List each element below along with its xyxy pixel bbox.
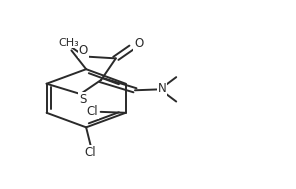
Text: O: O: [134, 37, 143, 50]
Text: CH₃: CH₃: [58, 38, 79, 47]
Text: Cl: Cl: [85, 146, 96, 159]
Text: N: N: [158, 82, 166, 95]
Text: O: O: [79, 44, 88, 57]
Text: S: S: [79, 93, 86, 106]
Text: Cl: Cl: [86, 105, 98, 118]
